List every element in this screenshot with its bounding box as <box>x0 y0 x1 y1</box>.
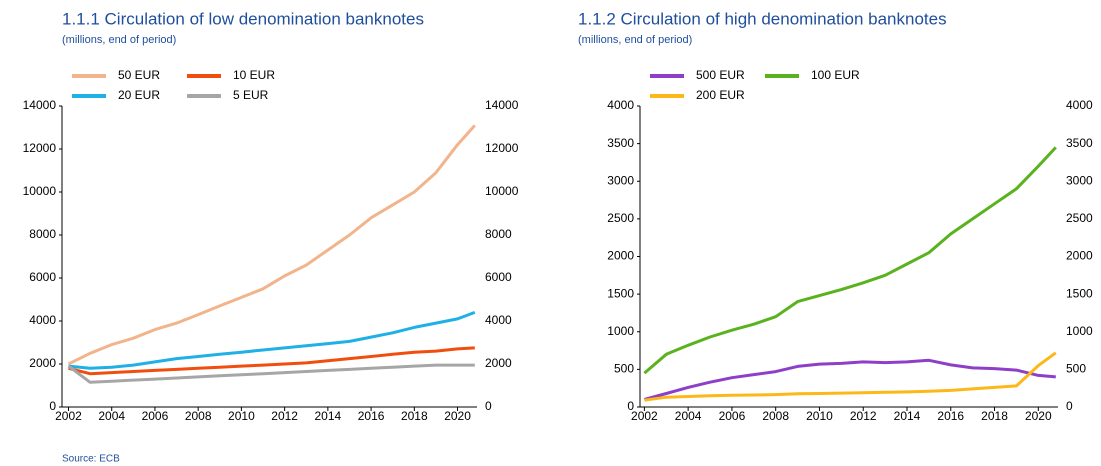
x-tick-label: 2012 <box>271 409 298 423</box>
x-tick-label: 2004 <box>98 409 125 423</box>
y-tick-label: 4000 <box>607 98 634 112</box>
legend-label: 20 EUR <box>118 88 160 102</box>
y2-tick-label: 2000 <box>485 356 512 370</box>
y2-tick-label: 0 <box>1066 399 1073 413</box>
x-tick-label: 2004 <box>675 409 702 423</box>
y2-tick-label: 2000 <box>1066 249 1093 263</box>
y2-tick-label: 4000 <box>1066 98 1093 112</box>
chart-subtitle: (millions, end of period) <box>62 34 176 46</box>
y-tick-label: 10000 <box>23 184 57 198</box>
x-tick-label: 2016 <box>358 409 385 423</box>
y2-tick-label: 1000 <box>1066 324 1093 338</box>
x-tick-label: 2018 <box>981 409 1008 423</box>
chart-subtitle: (millions, end of period) <box>578 34 692 46</box>
legend-label: 10 EUR <box>233 68 275 82</box>
x-tick-label: 2020 <box>444 409 471 423</box>
y-tick-label: 0 <box>627 399 634 413</box>
y2-tick-label: 2500 <box>1066 211 1093 225</box>
y-tick-label: 2000 <box>607 249 634 263</box>
y2-tick-label: 6000 <box>485 270 512 284</box>
x-tick-label: 2020 <box>1025 409 1052 423</box>
y-tick-label: 3000 <box>607 173 634 187</box>
y2-tick-label: 1500 <box>1066 286 1093 300</box>
y-tick-label: 4000 <box>29 313 56 327</box>
y-tick-label: 14000 <box>23 98 57 112</box>
y2-tick-label: 14000 <box>485 98 519 112</box>
legend-label: 200 EUR <box>696 88 745 102</box>
y-tick-label: 8000 <box>29 227 56 241</box>
y2-tick-label: 500 <box>1066 362 1086 376</box>
y-tick-label: 2500 <box>607 211 634 225</box>
legend-label: 5 EUR <box>233 88 269 102</box>
y-tick-label: 1000 <box>607 324 634 338</box>
y-tick-label: 3500 <box>607 136 634 150</box>
y2-tick-label: 0 <box>485 399 492 413</box>
legend-label: 500 EUR <box>696 68 745 82</box>
x-tick-label: 2008 <box>762 409 789 423</box>
y-tick-label: 1500 <box>607 286 634 300</box>
y-tick-label: 500 <box>614 362 634 376</box>
y-tick-label: 12000 <box>23 141 57 155</box>
x-tick-label: 2016 <box>937 409 964 423</box>
series-line <box>643 146 1057 375</box>
y-tick-label: 6000 <box>29 270 56 284</box>
x-tick-label: 2006 <box>719 409 746 423</box>
y-tick-label: 2000 <box>29 356 56 370</box>
x-tick-label: 2018 <box>401 409 428 423</box>
x-tick-label: 2002 <box>631 409 658 423</box>
series-line <box>67 363 475 384</box>
y2-tick-label: 12000 <box>485 141 519 155</box>
series-line <box>68 310 476 370</box>
source: Source: ECB <box>62 454 120 465</box>
series-line <box>68 346 475 376</box>
series-line <box>644 358 1056 401</box>
x-tick-label: 2014 <box>894 409 921 423</box>
legend-label: 50 EUR <box>118 68 160 82</box>
y2-tick-label: 4000 <box>485 313 512 327</box>
y2-tick-label: 3000 <box>1066 173 1093 187</box>
x-tick-label: 2010 <box>806 409 833 423</box>
y2-tick-label: 8000 <box>485 227 512 241</box>
x-tick-label: 2008 <box>185 409 212 423</box>
x-tick-label: 2006 <box>142 409 169 423</box>
y2-tick-label: 3500 <box>1066 136 1093 150</box>
series-line <box>644 351 1057 402</box>
legend-label: 100 EUR <box>811 68 860 82</box>
x-tick-label: 2010 <box>228 409 255 423</box>
x-tick-label: 2012 <box>850 409 877 423</box>
series-line <box>67 124 476 366</box>
x-tick-label: 2014 <box>315 409 342 423</box>
chart-title: 1.1.2 Circulation of high denomination b… <box>578 9 947 28</box>
y2-tick-label: 10000 <box>485 184 519 198</box>
chart-title: 1.1.1 Circulation of low denomination ba… <box>62 9 424 28</box>
x-tick-label: 2002 <box>55 409 82 423</box>
y-tick-label: 0 <box>49 399 56 413</box>
